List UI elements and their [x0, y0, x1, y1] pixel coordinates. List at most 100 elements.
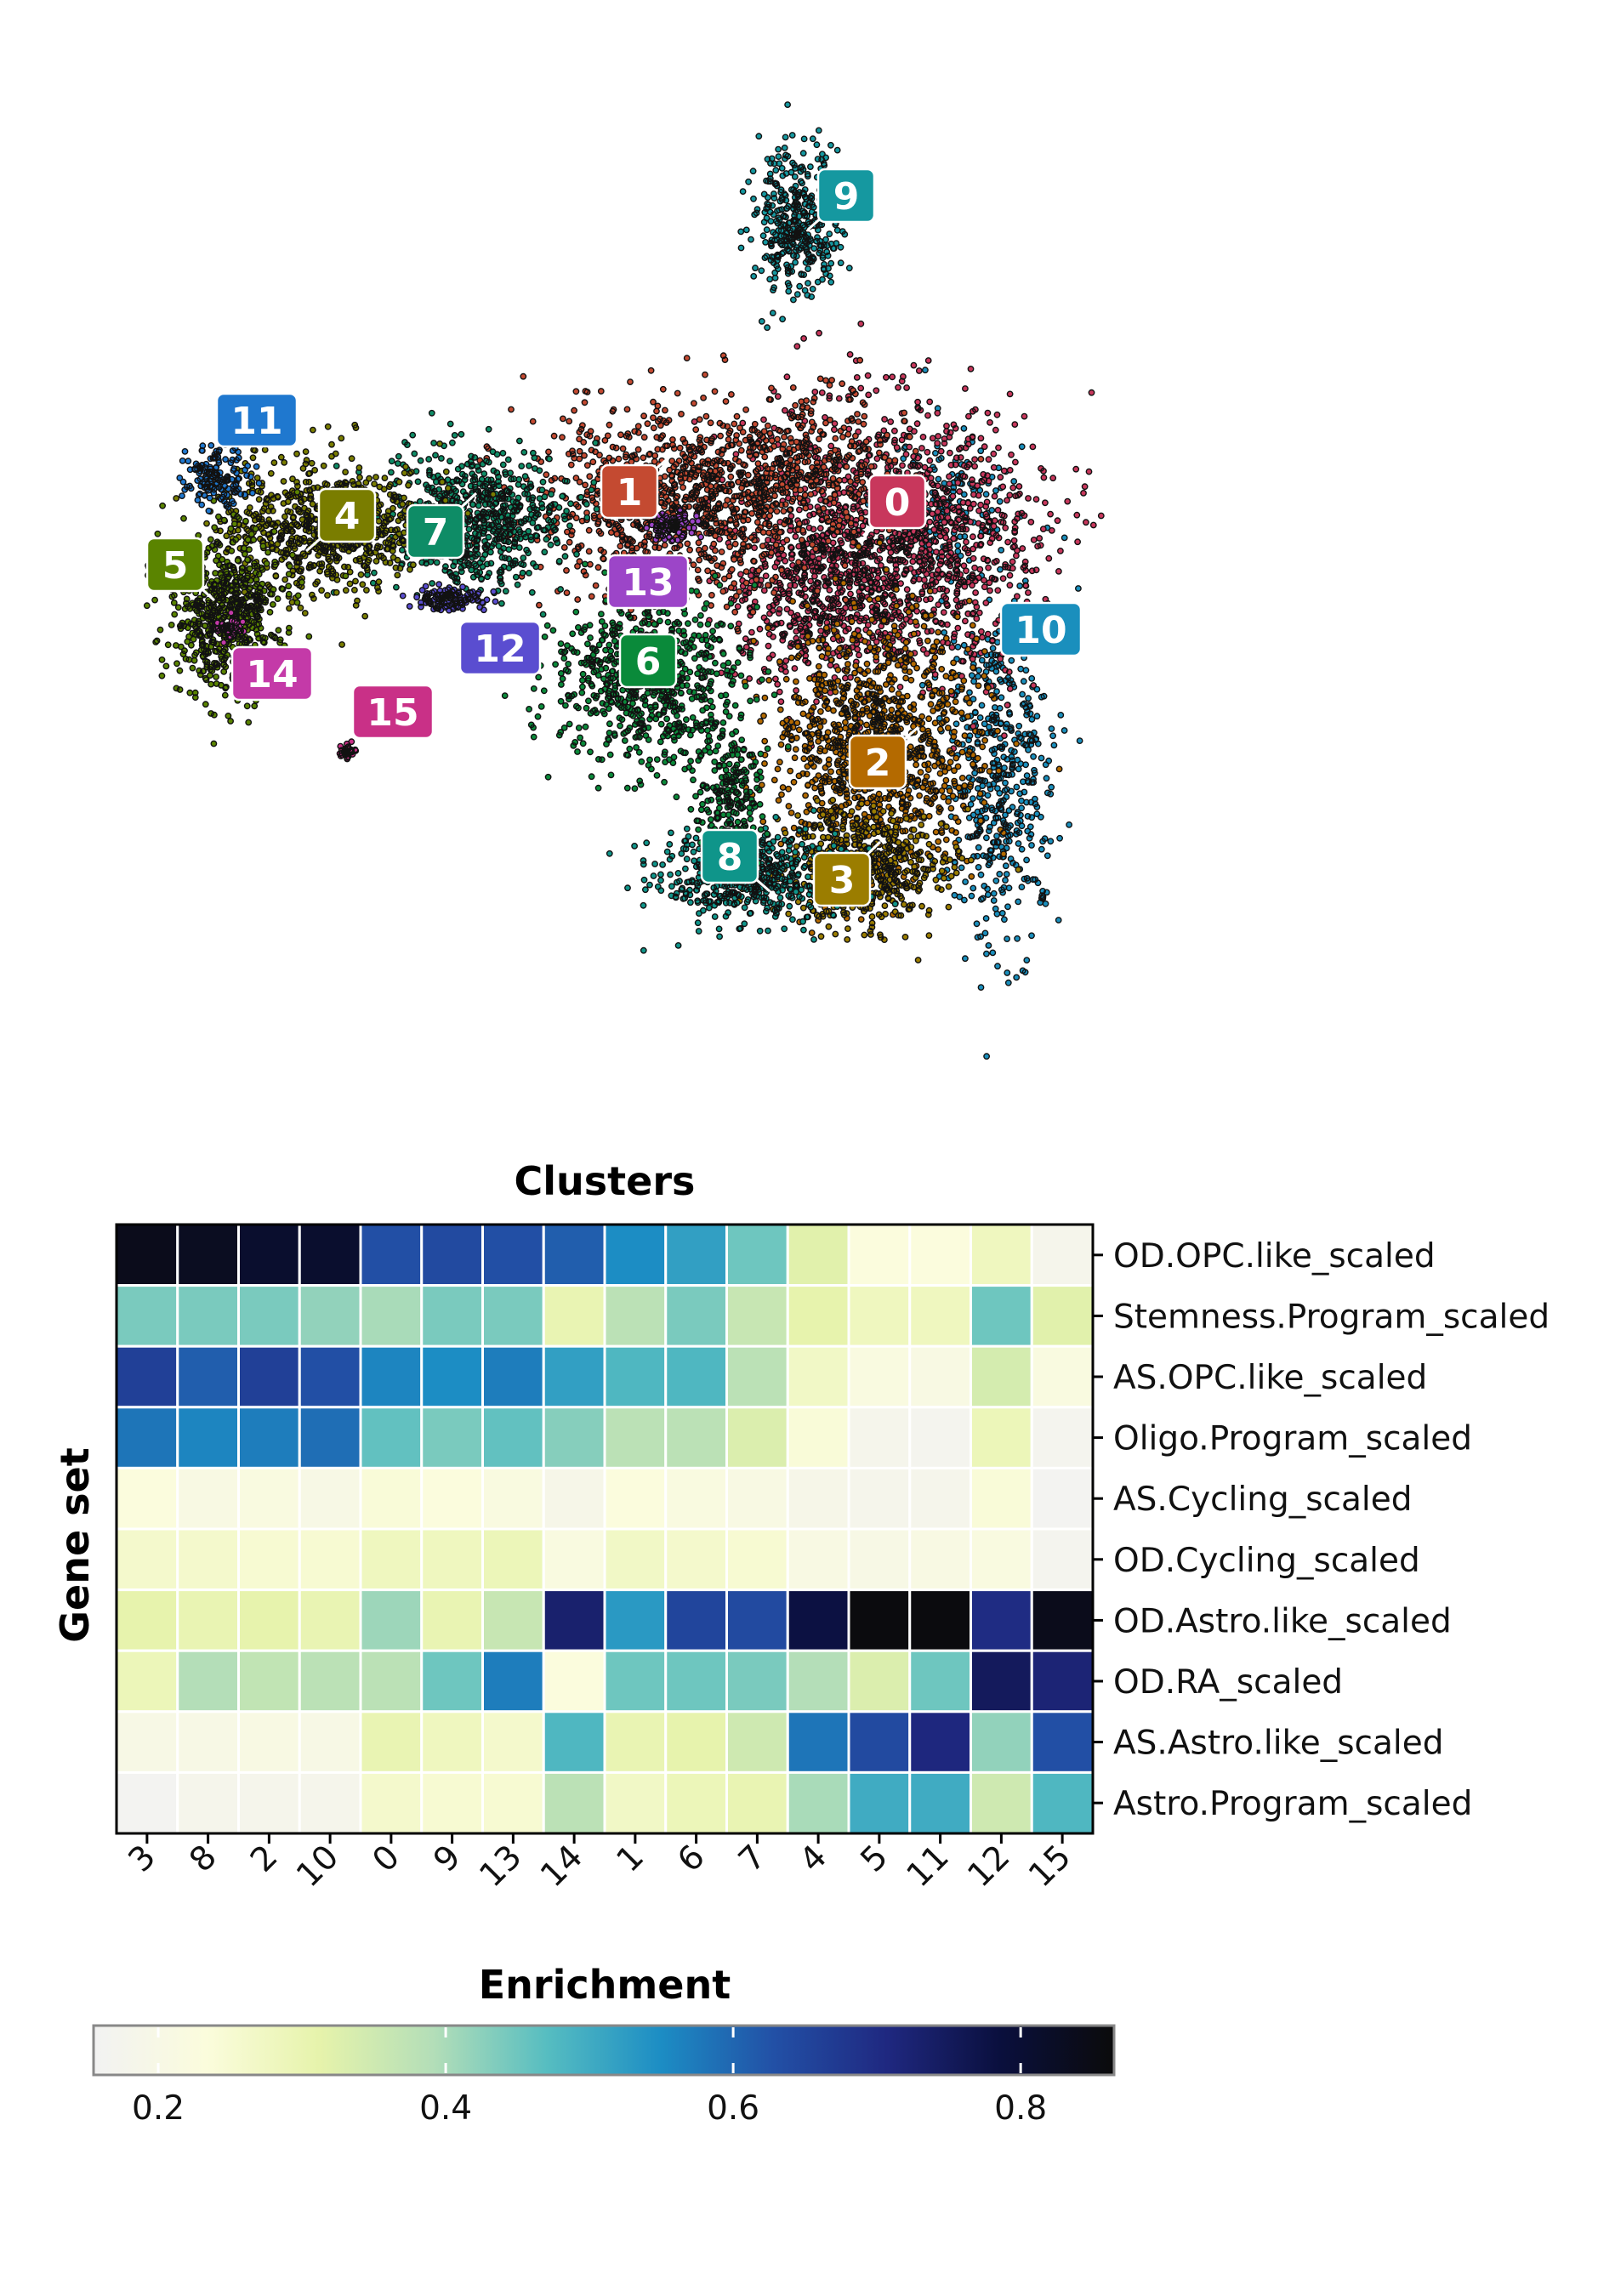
heatmap-cell: [725, 1770, 789, 1835]
heatmap-cell: [847, 1770, 912, 1835]
colorbar-tick-label: 0.2: [132, 2089, 185, 2128]
heatmap-cell: [908, 1223, 972, 1287]
colorbar: Enrichment 0.2 0.4 0.6 0.8: [92, 1962, 1116, 2128]
umap-cluster-label-box: [145, 537, 205, 593]
heatmap-cell: [542, 1770, 606, 1835]
heatmap-cell: [176, 1710, 240, 1774]
heatmap-cell: [420, 1284, 484, 1348]
heatmap-cell: [481, 1649, 545, 1713]
heatmap-cell: [786, 1527, 850, 1592]
y-tick-label: OD.RA_scaled: [1113, 1663, 1343, 1702]
x-tick-label: 2: [243, 1838, 285, 1879]
heatmap-cell: [725, 1649, 789, 1713]
heatmap-cell: [786, 1466, 850, 1531]
heatmap-cell: [481, 1344, 545, 1409]
heatmap-cell: [664, 1344, 728, 1409]
heatmap-cell: [359, 1527, 424, 1592]
umap-cluster-label-box: [351, 684, 435, 740]
umap-cluster-label: 9: [833, 175, 860, 219]
x-tick-label: 15: [1021, 1838, 1078, 1895]
umap-cluster-label-box: [848, 734, 907, 790]
heatmap-cell: [970, 1344, 1033, 1409]
heatmap-cell: [908, 1710, 972, 1774]
heatmap-cell: [481, 1588, 545, 1652]
umap-cluster-label: 4: [334, 495, 361, 538]
umap-cluster-11-points: [176, 439, 263, 514]
x-tick-label: 8: [182, 1838, 224, 1879]
umap-cluster-14-points: [213, 609, 247, 646]
heatmap-cell: [237, 1649, 301, 1713]
heatmap-cell: [664, 1466, 728, 1531]
heatmap-cell: [542, 1649, 606, 1713]
heatmap-cell: [542, 1223, 606, 1287]
heatmap-cell: [725, 1344, 789, 1409]
heatmap-cell: [725, 1710, 789, 1774]
heatmap-cell: [115, 1527, 179, 1592]
heatmap-cell: [115, 1223, 179, 1287]
heatmap-cell: [359, 1588, 424, 1652]
heatmap-cell: [176, 1223, 240, 1287]
heatmap-cell: [298, 1710, 362, 1774]
x-tick-label: 5: [854, 1838, 896, 1879]
heatmap-cells: [115, 1223, 1095, 1835]
umap-cluster-label-box: [317, 487, 377, 543]
heatmap-cell: [542, 1344, 606, 1409]
umap-cluster-label: 12: [474, 628, 526, 671]
heatmap-cell: [970, 1710, 1033, 1774]
heatmap-cell: [115, 1344, 179, 1409]
y-tick-label: OD.Astro.like_scaled: [1113, 1602, 1452, 1640]
heatmap-cell: [420, 1466, 484, 1531]
heatmap-cell: [664, 1406, 728, 1469]
heatmap-cell: [970, 1284, 1033, 1348]
heatmap-cell: [298, 1284, 362, 1348]
umap-cluster-label: 0: [884, 481, 911, 525]
heatmap-cell: [420, 1770, 484, 1835]
colorbar-tick-label: 0.8: [994, 2089, 1047, 2128]
y-tick-label: Astro.Program_scaled: [1113, 1785, 1472, 1823]
colorbar-gradient: [92, 2024, 1116, 2077]
heatmap-cell: [298, 1649, 362, 1713]
heatmap-cell: [420, 1223, 484, 1287]
colorbar-ticks: 0.2 0.4 0.6 0.8: [132, 2027, 1047, 2128]
heatmap-cell: [970, 1223, 1033, 1287]
heatmap-cell: [237, 1223, 301, 1287]
heatmap-cell: [176, 1284, 240, 1348]
heatmap-cell: [725, 1466, 789, 1531]
y-tick-label: AS.Cycling_scaled: [1113, 1480, 1412, 1519]
x-tick-label: 9: [426, 1838, 468, 1879]
heatmap-y-axis-label: Gene set: [52, 1447, 98, 1642]
heatmap-cell: [237, 1527, 301, 1592]
heatmap-cell: [725, 1588, 789, 1652]
heatmap-cell: [115, 1588, 179, 1652]
umap-cluster-15-points: [336, 738, 360, 763]
heatmap-cell: [603, 1223, 668, 1287]
y-tick-label: Stemness.Program_scaled: [1113, 1298, 1550, 1336]
heatmap-cell: [176, 1406, 240, 1469]
heatmap-cell: [115, 1466, 179, 1531]
heatmap-cell: [359, 1710, 424, 1774]
x-tick-label: 11: [900, 1838, 957, 1895]
heatmap-cell: [542, 1527, 606, 1592]
heatmap-cell: [237, 1588, 301, 1652]
heatmap-cell: [359, 1649, 424, 1713]
x-tick-label: 6: [670, 1838, 712, 1879]
heatmap-cell: [603, 1344, 668, 1409]
heatmap-row-labels: OD.OPC.like_scaled Stemness.Program_scale…: [1093, 1237, 1550, 1823]
heatmap-cell: [847, 1344, 912, 1409]
heatmap-cell: [725, 1406, 789, 1469]
heatmap-cell: [298, 1223, 362, 1287]
heatmap-cell: [298, 1466, 362, 1531]
heatmap-cell: [237, 1710, 301, 1774]
heatmap-cell: [420, 1588, 484, 1652]
umap-cluster-label: 14: [246, 653, 298, 696]
umap-cluster-label-box: [606, 554, 690, 610]
heatmap-cell: [664, 1588, 728, 1652]
heatmap-cell: [664, 1649, 728, 1713]
heatmap-cell: [237, 1344, 301, 1409]
heatmap-cell: [786, 1223, 850, 1287]
heatmap-cell: [359, 1770, 424, 1835]
heatmap-cell: [542, 1466, 606, 1531]
heatmap-cell: [298, 1770, 362, 1835]
heatmap-cell: [908, 1527, 972, 1592]
